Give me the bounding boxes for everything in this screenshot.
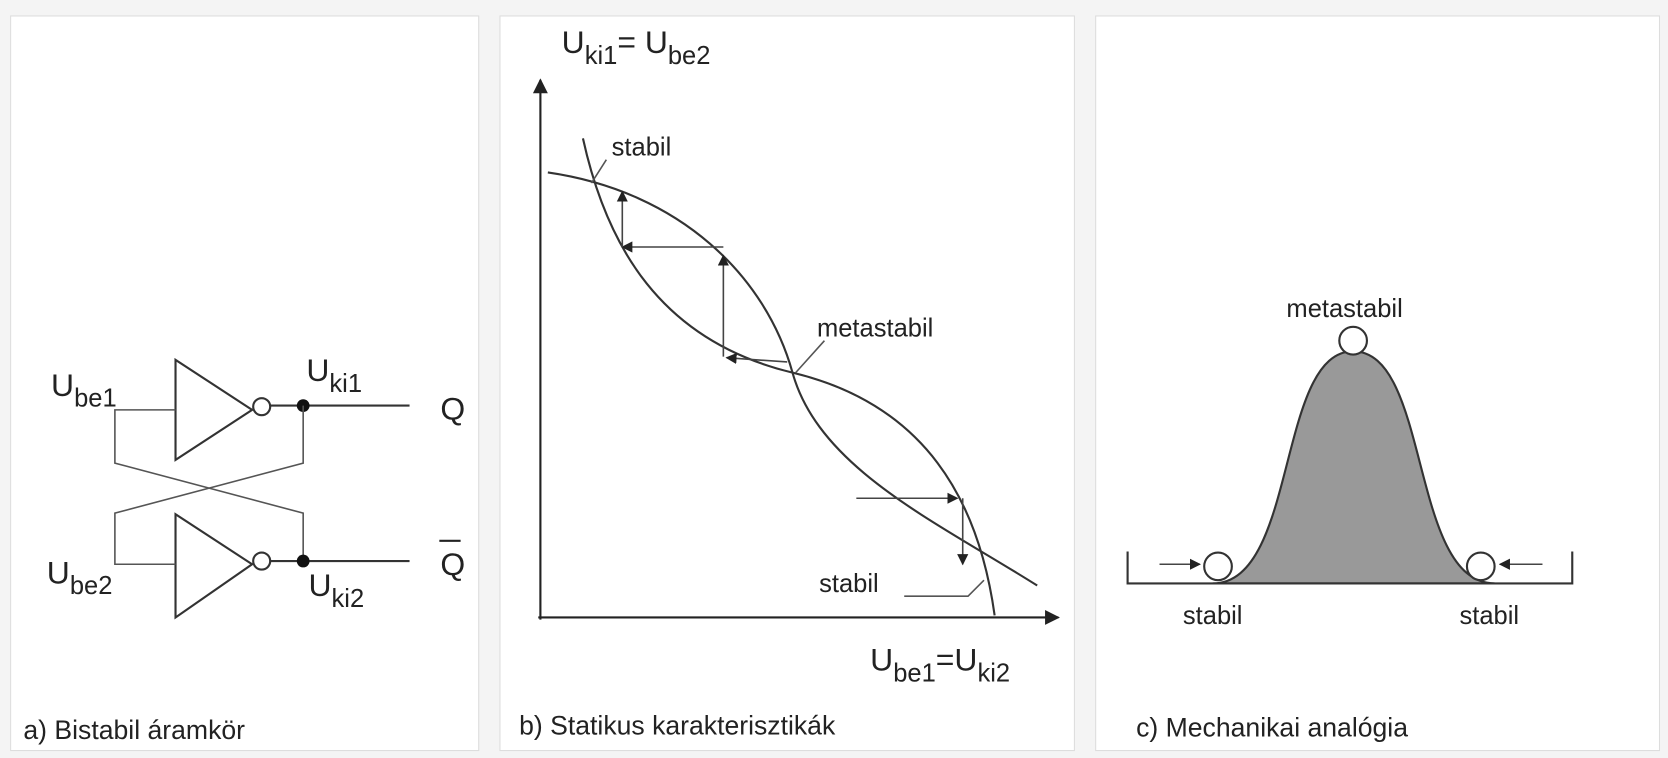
label-q-bar: Q xyxy=(440,546,465,582)
panel-a xyxy=(11,16,479,751)
ball xyxy=(1204,553,1232,581)
label-stable: stabil xyxy=(612,133,672,161)
ball xyxy=(1339,327,1367,355)
label-q: Q xyxy=(440,390,465,426)
label-stable: stabil xyxy=(819,570,879,598)
caption: b) Statikus karakterisztikák xyxy=(519,711,836,741)
label-metastable: metastabil xyxy=(817,314,933,342)
label-metastable: metastabil xyxy=(1286,295,1402,323)
ball xyxy=(1467,553,1495,581)
label-stable: stabil xyxy=(1183,602,1243,630)
caption: c) Mechanikai analógia xyxy=(1136,713,1408,743)
label-stable: stabil xyxy=(1459,602,1519,630)
figure: Ube1 Uki1 Q Q Ube2 Uki2 a) Bistabil áram… xyxy=(0,0,1668,758)
panel-b xyxy=(500,16,1074,751)
node xyxy=(297,555,310,568)
caption: a) Bistabil áramkör xyxy=(23,715,245,745)
